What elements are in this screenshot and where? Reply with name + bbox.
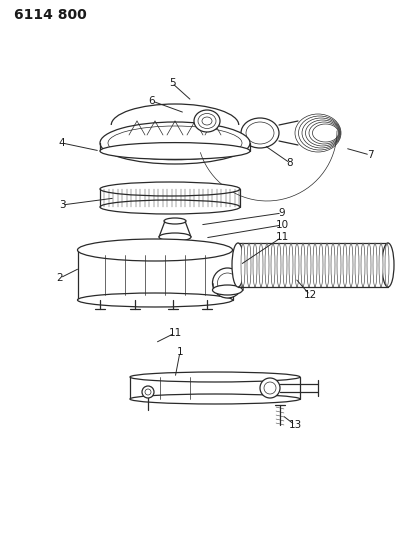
Ellipse shape	[295, 114, 341, 152]
Text: 9: 9	[279, 208, 285, 218]
Ellipse shape	[265, 243, 269, 287]
Text: 11: 11	[275, 232, 288, 242]
Ellipse shape	[349, 243, 353, 287]
Ellipse shape	[100, 182, 240, 196]
Ellipse shape	[194, 110, 220, 132]
Text: 10: 10	[275, 220, 288, 230]
Ellipse shape	[130, 394, 300, 404]
Ellipse shape	[246, 122, 274, 144]
Ellipse shape	[260, 378, 280, 398]
Ellipse shape	[202, 117, 212, 125]
Ellipse shape	[213, 268, 242, 298]
Text: 7: 7	[367, 150, 373, 160]
Text: 11: 11	[169, 328, 182, 338]
Ellipse shape	[331, 243, 335, 287]
Ellipse shape	[309, 122, 339, 144]
Ellipse shape	[198, 114, 216, 128]
Text: 4: 4	[59, 138, 65, 148]
Ellipse shape	[319, 243, 323, 287]
Ellipse shape	[373, 243, 377, 287]
Ellipse shape	[306, 120, 339, 146]
Ellipse shape	[301, 243, 305, 287]
Ellipse shape	[159, 233, 191, 241]
Ellipse shape	[241, 243, 245, 287]
Ellipse shape	[253, 243, 257, 287]
Ellipse shape	[247, 243, 251, 287]
Text: 13: 13	[288, 420, 302, 430]
Ellipse shape	[307, 243, 311, 287]
Ellipse shape	[78, 293, 233, 307]
Text: 8: 8	[287, 158, 293, 168]
Ellipse shape	[145, 389, 151, 395]
Ellipse shape	[385, 243, 389, 287]
Ellipse shape	[259, 243, 263, 287]
Ellipse shape	[241, 118, 279, 148]
Ellipse shape	[217, 273, 237, 293]
Ellipse shape	[367, 243, 371, 287]
Ellipse shape	[100, 143, 250, 159]
Ellipse shape	[299, 116, 341, 150]
Ellipse shape	[325, 243, 329, 287]
Ellipse shape	[355, 243, 359, 287]
Ellipse shape	[283, 243, 287, 287]
Text: 6114 800: 6114 800	[14, 8, 87, 22]
Ellipse shape	[313, 124, 339, 142]
Ellipse shape	[100, 200, 240, 214]
Ellipse shape	[232, 243, 244, 287]
Ellipse shape	[108, 126, 242, 160]
Ellipse shape	[78, 239, 233, 261]
Ellipse shape	[164, 218, 186, 224]
Ellipse shape	[361, 243, 365, 287]
Ellipse shape	[130, 372, 300, 382]
Ellipse shape	[213, 285, 242, 295]
Text: 5: 5	[169, 78, 175, 88]
Ellipse shape	[343, 243, 347, 287]
Ellipse shape	[264, 382, 276, 394]
Text: 2: 2	[57, 273, 63, 283]
Ellipse shape	[379, 243, 383, 287]
Ellipse shape	[277, 243, 281, 287]
Ellipse shape	[289, 243, 293, 287]
Ellipse shape	[337, 243, 341, 287]
Ellipse shape	[313, 243, 317, 287]
Ellipse shape	[271, 243, 275, 287]
Ellipse shape	[142, 386, 154, 398]
Ellipse shape	[382, 243, 394, 287]
Text: 12: 12	[304, 290, 317, 300]
Ellipse shape	[302, 118, 340, 148]
Text: 1: 1	[177, 347, 183, 357]
Ellipse shape	[295, 243, 299, 287]
Text: 3: 3	[59, 200, 65, 210]
Ellipse shape	[100, 122, 250, 164]
Text: 6: 6	[149, 96, 155, 106]
